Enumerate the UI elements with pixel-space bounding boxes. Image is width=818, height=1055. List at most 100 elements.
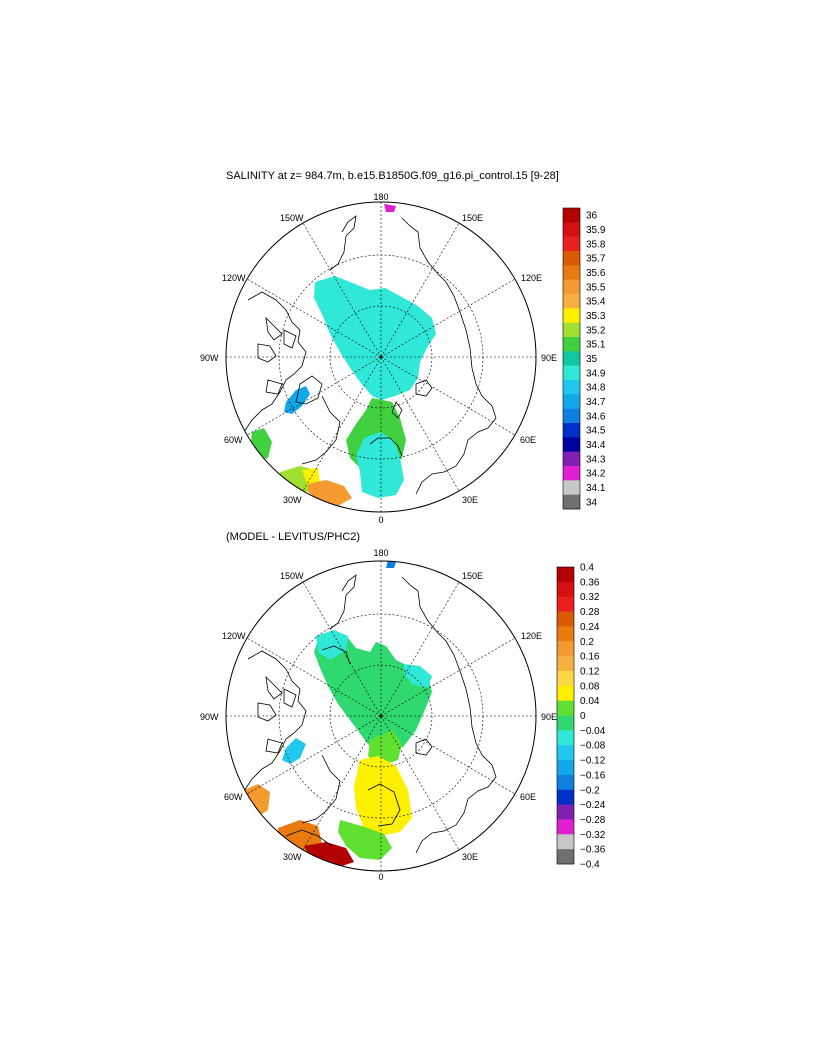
- lon-label-90e: 90E: [541, 712, 557, 722]
- panel2-map-border: [225, 560, 537, 872]
- colorbar-tick-label: 35.7: [586, 254, 606, 265]
- colorbar-swatch: [563, 279, 580, 295]
- lon-label-30e: 30E: [462, 852, 478, 862]
- colorbar-swatch: [557, 670, 574, 687]
- colorbar-swatch: [557, 656, 574, 672]
- panel1-map-border: [225, 201, 537, 513]
- colorbar-tick-label: 35.3: [586, 311, 606, 322]
- lon-label-150w: 150W: [280, 213, 304, 223]
- colorbar-tick-label: −0.36: [580, 845, 606, 856]
- panel2-coastlines: [243, 574, 497, 854]
- colorbar-tick-label: 0: [580, 711, 586, 722]
- panel1-fill-field: [250, 204, 436, 506]
- colorbar-tick-label: 34.2: [586, 469, 606, 480]
- colorbar-swatch: [557, 626, 574, 642]
- colorbar-tick-label: 35.1: [586, 340, 606, 351]
- colorbar-swatch: [563, 322, 580, 338]
- colorbar-tick-label: −0.32: [580, 830, 606, 841]
- panel2-title: (MODEL - LEVITUS/PHC2): [226, 531, 361, 543]
- colorbar-tick-label: 35: [586, 354, 598, 365]
- colorbar-tick-label: 0.08: [580, 681, 600, 692]
- colorbar-tick-label: 0.24: [580, 622, 600, 633]
- colorbar-swatch: [557, 700, 574, 716]
- colorbar-swatch: [563, 437, 580, 452]
- colorbar-tick-label: −0.04: [580, 726, 606, 737]
- colorbar-swatch: [557, 774, 574, 791]
- colorbar-swatch: [557, 641, 574, 657]
- panel2-map: 180 0 90W 90E 150W 120W 150E 120E 60W 30…: [200, 548, 606, 882]
- lon-label-30w: 30W: [283, 852, 302, 862]
- colorbar-swatch: [563, 451, 580, 467]
- colorbar-swatch: [563, 294, 580, 309]
- colorbar-tick-label: 35.6: [586, 268, 606, 279]
- colorbar-swatch: [563, 265, 580, 280]
- panel1-longitude-labels: 180 0 90W 90E 150W 120W 150E 120E 60W 30…: [200, 192, 557, 525]
- colorbar-swatch: [563, 251, 580, 266]
- lon-label-180: 180: [373, 548, 388, 558]
- colorbar-tick-label: −0.08: [580, 741, 606, 752]
- colorbar-tick-label: 36: [586, 211, 598, 222]
- lon-label-150w: 150W: [280, 571, 304, 581]
- colorbar-swatch: [557, 789, 574, 805]
- panel2-colorbar: 0.4 0.36 0.32 0.28 0.24 0.2 0.16 0.12 0.08 0.04 0 −…: [556, 563, 606, 871]
- colorbar-tick-label: −0.2: [580, 785, 600, 796]
- lon-label-90e: 90E: [541, 353, 557, 363]
- lon-label-0: 0: [378, 515, 383, 525]
- colorbar-tick-label: 34.8: [586, 383, 606, 394]
- colorbar-swatch: [563, 380, 580, 395]
- colorbar-swatch: [563, 208, 580, 223]
- colorbar-swatch: [563, 480, 580, 495]
- colorbar-swatch: [557, 819, 574, 835]
- colorbar-swatch: [563, 308, 580, 323]
- colorbar-swatch: [557, 567, 574, 583]
- lon-label-180: 180: [373, 192, 388, 202]
- panel2-fill-field: [244, 561, 432, 868]
- colorbar-tick-label: 0.28: [580, 607, 600, 618]
- colorbar-tick-label: 34.5: [586, 426, 606, 437]
- colorbar-tick-label: 0.4: [580, 563, 594, 574]
- colorbar-swatch: [557, 596, 574, 612]
- colorbar-swatch: [563, 494, 580, 510]
- colorbar-swatch: [563, 337, 580, 352]
- lon-label-60e: 60E: [520, 792, 536, 802]
- colorbar-swatch: [557, 730, 574, 746]
- colorbar-swatch: [557, 685, 574, 701]
- lon-label-120w: 120W: [222, 631, 246, 641]
- colorbar-swatch: [563, 466, 580, 481]
- colorbar-tick-label: −0.24: [580, 800, 606, 811]
- panel1-colorbar: 36 35.9 35.8 35.7 35.6 35.5 35.4 35.3 35.2 35.1 35…: [562, 207, 606, 510]
- colorbar-tick-label: 34.9: [586, 368, 606, 379]
- colorbar-tick-label: 35.4: [586, 297, 606, 308]
- colorbar-tick-label: 35.5: [586, 282, 606, 293]
- colorbar-swatch: [557, 834, 574, 850]
- colorbar-tick-label: 34.1: [586, 483, 606, 494]
- colorbar-tick-label: 0.32: [580, 592, 600, 603]
- panel1-title: SALINITY at z= 984.7m, b.e15.B1850G.f09_…: [226, 170, 559, 182]
- panel1-coastlines: [243, 215, 497, 495]
- colorbar-swatch: [563, 423, 580, 438]
- colorbar-swatch: [557, 581, 574, 597]
- lon-label-150e: 150E: [462, 213, 483, 223]
- colorbar-swatch: [563, 394, 580, 409]
- colorbar-swatch: [563, 236, 580, 252]
- lon-label-30e: 30E: [462, 495, 478, 505]
- colorbar-tick-label: 34.4: [586, 440, 606, 451]
- lon-label-60e: 60E: [520, 435, 536, 445]
- lon-label-90w: 90W: [200, 353, 219, 363]
- lon-label-60w: 60W: [224, 435, 243, 445]
- colorbar-swatch: [563, 351, 580, 366]
- colorbar-tick-label: 34.6: [586, 411, 606, 422]
- lon-label-150e: 150E: [462, 571, 483, 581]
- panel2-longitude-labels: 180 0 90W 90E 150W 120W 150E 120E 60W 30…: [200, 548, 557, 882]
- colorbar-tick-label: 34.3: [586, 454, 606, 465]
- panel1-graticule: [226, 202, 536, 512]
- colorbar-swatch: [563, 222, 580, 237]
- colorbar-swatch: [563, 408, 580, 424]
- colorbar-tick-label: 0.36: [580, 577, 600, 588]
- colorbar-swatch: [557, 745, 574, 761]
- colorbar-tick-label: −0.16: [580, 770, 606, 781]
- colorbar-tick-label: 35.8: [586, 239, 606, 250]
- colorbar-swatch: [557, 611, 574, 627]
- colorbar-tick-label: 0.12: [580, 666, 600, 677]
- lon-label-60w: 60W: [224, 792, 243, 802]
